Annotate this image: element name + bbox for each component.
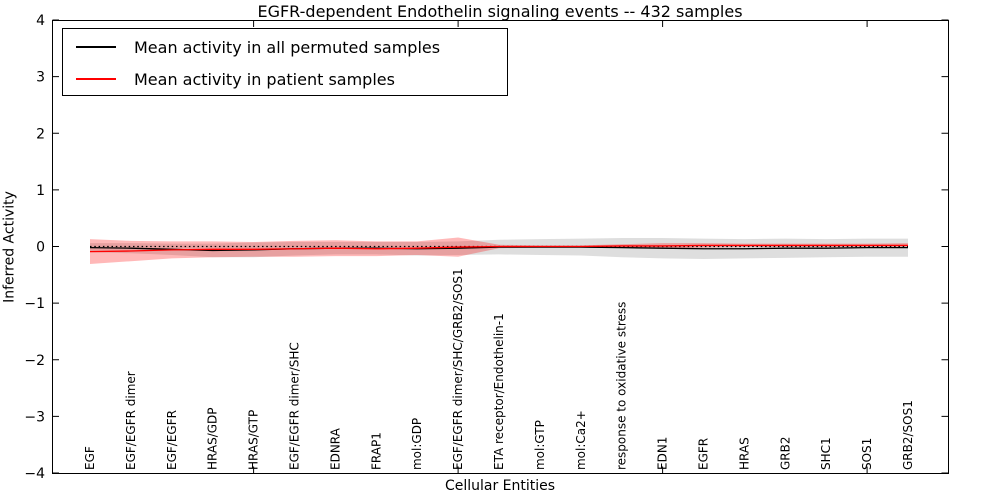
permuted-band: [90, 238, 908, 259]
legend-item-permuted: Mean activity in all permuted samples: [63, 31, 507, 63]
x-category-label: response to oxidative stress: [615, 302, 629, 470]
patient-mean-line: [89, 244, 908, 253]
x-category-label: GRB2: [778, 436, 792, 470]
x-category-label: EGF/EGFR dimer: [124, 371, 138, 470]
x-category-label: FRAP1: [369, 432, 383, 470]
legend: Mean activity in all permuted samples Me…: [62, 28, 508, 96]
x-category-label: ETA receptor/Endothelin-1: [492, 313, 506, 470]
x-category-label: mol:Ca2+: [574, 410, 588, 470]
legend-label-patient: Mean activity in patient samples: [134, 69, 395, 89]
permuted-line-swatch: [76, 46, 116, 48]
y-tick-label: −4: [24, 466, 45, 482]
x-category-label: SOS1: [860, 438, 874, 470]
y-tick-label: 4: [36, 13, 45, 29]
x-category-label: EDN1: [656, 437, 670, 470]
x-category-label: HRAS/GTP: [247, 410, 261, 470]
x-category-label: mol:GTP: [533, 420, 547, 470]
patient-band: [90, 237, 908, 265]
y-tick-label: 0: [36, 240, 45, 256]
x-category-label: HRAS: [737, 437, 751, 470]
legend-label-permuted: Mean activity in all permuted samples: [134, 37, 441, 57]
x-category-label: EGF/EGFR dimer/SHC: [288, 342, 302, 470]
y-tick-label: −2: [24, 353, 45, 369]
y-tick-label: 2: [36, 126, 45, 142]
chart-title: EGFR-dependent Endothelin signaling even…: [257, 2, 743, 21]
x-category-label: EDNRA: [328, 427, 342, 470]
x-category-label: EGF/EGFR dimer/SHC/GRB2/SOS1: [451, 268, 465, 470]
x-category-label: SHC1: [819, 437, 833, 470]
legend-item-patient: Mean activity in patient samples: [63, 63, 507, 95]
patient-line-swatch: [76, 78, 116, 80]
x-category-label: EGF: [83, 446, 97, 470]
y-tick-label: −1: [24, 296, 45, 312]
x-category-label: EGF/EGFR: [165, 410, 179, 470]
x-category-label: mol:GDP: [410, 418, 424, 470]
x-category-label: GRB2/SOS1: [901, 400, 915, 470]
x-category-label: HRAS/GDP: [206, 407, 220, 470]
y-axis-label: Inferred Activity: [1, 191, 18, 303]
x-category-label: EGFR: [697, 438, 711, 470]
y-tick-label: 3: [36, 70, 45, 86]
y-tick-label: −3: [24, 409, 45, 425]
y-tick-label: 1: [36, 183, 45, 199]
x-axis-label: Cellular Entities: [444, 478, 556, 494]
